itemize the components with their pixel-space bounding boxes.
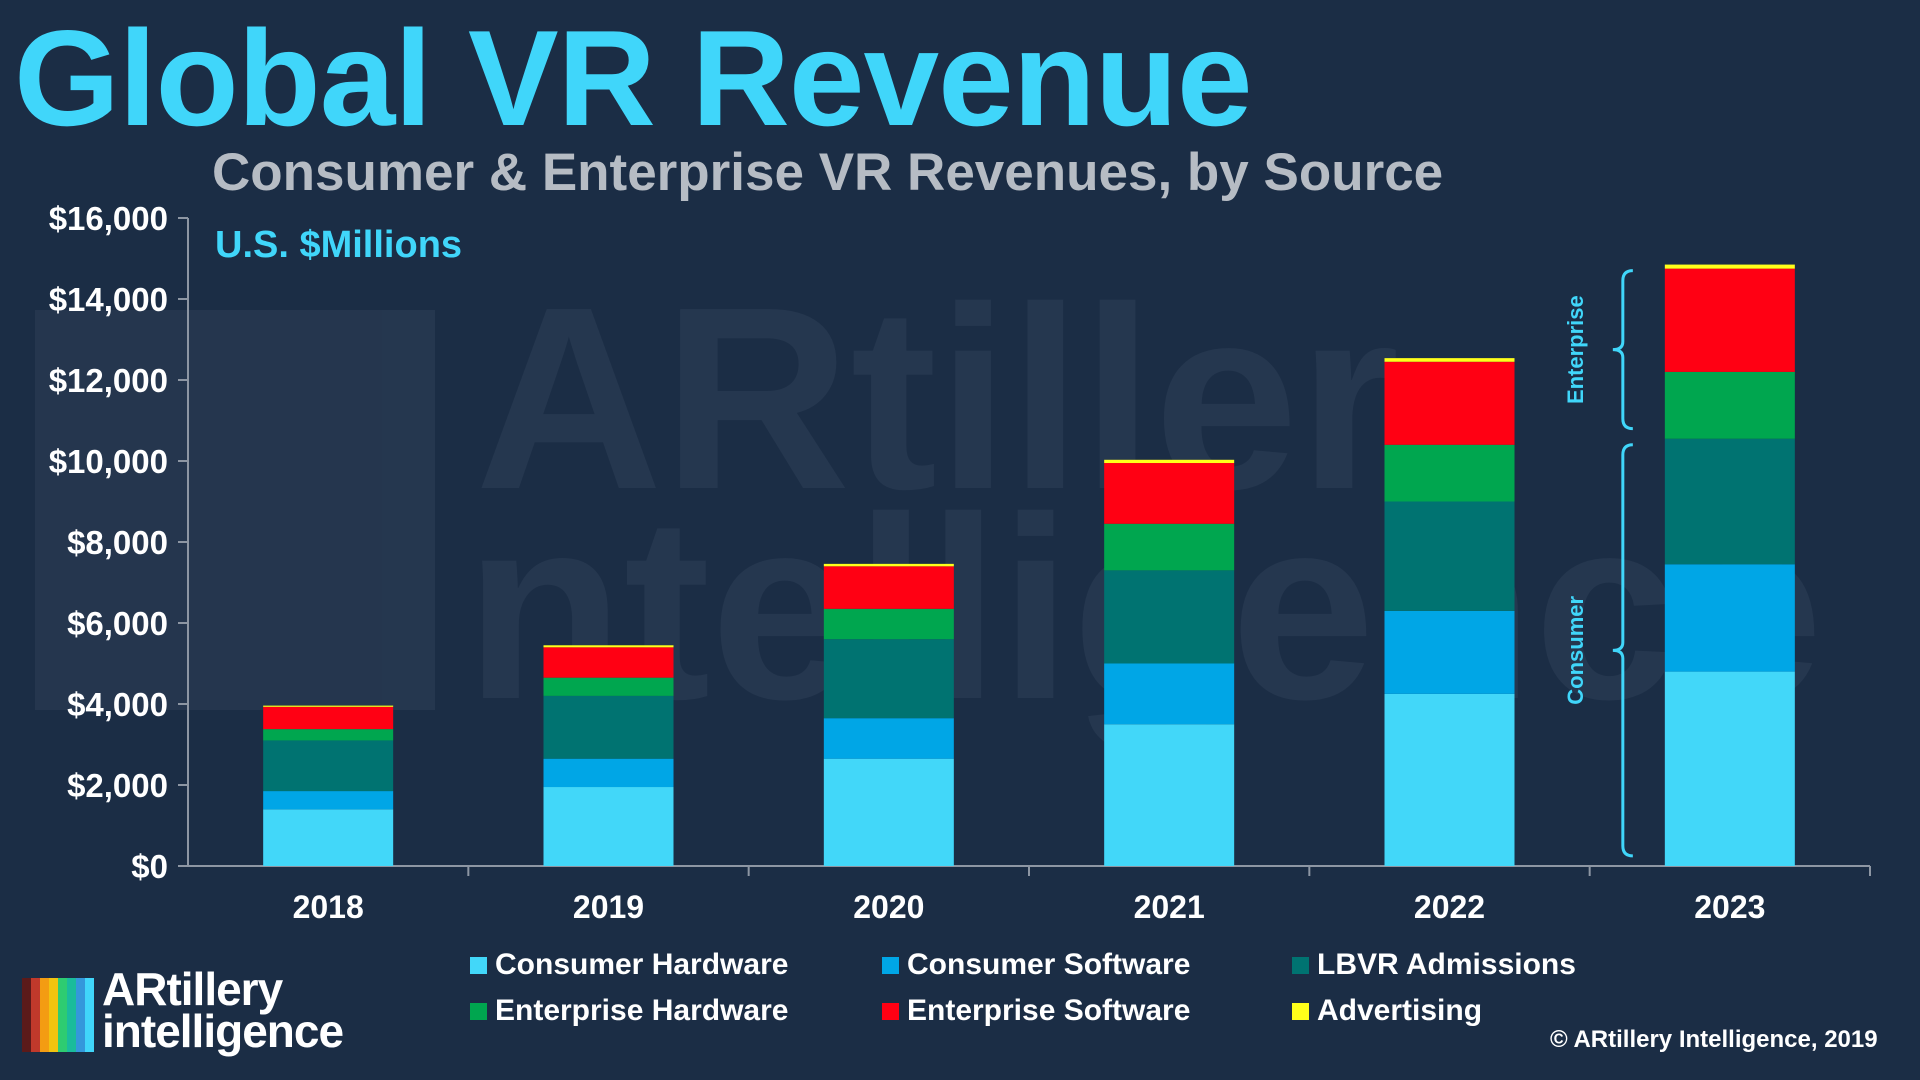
bar-segment — [1104, 570, 1235, 664]
logo-stripe — [22, 978, 31, 1052]
logo-line-2: intelligence — [102, 1005, 344, 1057]
bar-segment — [823, 566, 954, 609]
legend-item: Enterprise Hardware — [470, 994, 788, 1028]
units-label: U.S. $Millions — [215, 224, 463, 266]
logo-text: ARtillery intelligence — [102, 963, 422, 1057]
bar-segment — [1384, 361, 1515, 445]
bar-segment — [1664, 671, 1795, 866]
bar-segment — [1664, 564, 1795, 672]
y-tick-label: $12,000 — [49, 362, 168, 399]
bar-segment — [823, 639, 954, 719]
bar-segment — [1384, 693, 1515, 866]
logo-stripe — [31, 978, 40, 1052]
bar-segment — [1104, 523, 1235, 571]
legend-label: Enterprise Hardware — [495, 994, 789, 1027]
x-tick-label: 2018 — [293, 889, 364, 925]
y-tick-label: $4,000 — [67, 686, 168, 723]
annotation-bracket — [1612, 269, 1633, 431]
logo-stripe — [58, 978, 67, 1052]
y-tick-label: $16,000 — [49, 200, 168, 237]
bar-segment — [1664, 438, 1795, 565]
bar-segment — [543, 677, 674, 696]
legend-item: Enterprise Software — [882, 994, 1190, 1028]
copyright: © ARtillery Intelligence, 2019 — [1550, 1026, 1878, 1053]
legend-label: Advertising — [1317, 994, 1483, 1027]
legend-swatch — [1292, 956, 1309, 974]
bar-segment — [263, 809, 394, 866]
bar-segment — [543, 695, 674, 759]
bar-segment — [1384, 501, 1515, 611]
bar-segment — [1104, 463, 1235, 524]
y-tick-label: $2,000 — [67, 767, 168, 804]
legend-item: Consumer Hardware — [470, 948, 788, 982]
annotation-label: Enterprise — [1563, 295, 1588, 404]
y-tick-label: $8,000 — [67, 524, 168, 561]
legend-swatch — [882, 1002, 899, 1020]
legend-label: Enterprise Software — [907, 994, 1191, 1027]
bar-segment — [263, 729, 394, 741]
y-tick-label: $10,000 — [49, 443, 168, 480]
bar-segment — [543, 647, 674, 678]
bar-segment — [1104, 459, 1235, 464]
bar-segment — [1104, 724, 1235, 866]
y-tick-label: $6,000 — [67, 605, 168, 642]
chart-title: Global VR Revenue — [14, 2, 1253, 154]
bar-segment — [823, 608, 954, 640]
logo-stripe — [49, 978, 58, 1052]
bar-segment — [543, 645, 674, 648]
legend-swatch — [882, 956, 899, 974]
bar-segment — [263, 705, 394, 707]
bar-segment — [1384, 444, 1515, 502]
x-tick-label: 2020 — [853, 889, 924, 925]
x-tick-label: 2023 — [1694, 889, 1765, 925]
y-tick-label: $14,000 — [49, 281, 168, 318]
logo-stripe — [76, 978, 85, 1052]
annotation-label: Consumer — [1563, 596, 1588, 705]
legend: Consumer Hardware Consumer Software LBVR A… — [470, 948, 1630, 1048]
legend-swatch — [470, 1002, 487, 1020]
legend-item: Advertising — [1292, 994, 1482, 1028]
x-tick-label: 2022 — [1414, 889, 1485, 925]
logo-stripes — [22, 978, 94, 1052]
legend-item: LBVR Admissions — [1292, 948, 1576, 982]
bar-segment — [823, 758, 954, 866]
bar-segment — [1384, 358, 1515, 362]
annotation-bracket — [1612, 443, 1633, 858]
legend-item: Consumer Software — [882, 948, 1190, 982]
logo-stripe — [85, 978, 94, 1052]
logo-line-1: ARtillery — [102, 963, 283, 1015]
logo-stripe — [67, 978, 76, 1052]
legend-label: Consumer Hardware — [495, 948, 789, 981]
bar-segment — [543, 758, 674, 788]
legend-swatch — [1292, 1002, 1309, 1020]
bar-segment — [1664, 371, 1795, 439]
bar-segment — [543, 787, 674, 866]
legend-label: Consumer Software — [907, 948, 1191, 981]
x-tick-label: 2021 — [1134, 889, 1205, 925]
bar-segment — [263, 791, 394, 810]
bar-segment — [823, 718, 954, 759]
x-tick-label: 2019 — [573, 889, 644, 925]
bar-segment — [823, 563, 954, 567]
bar-segment — [1384, 610, 1515, 694]
bar-segment — [263, 706, 394, 730]
chart-subtitle: Consumer & Enterprise VR Revenues, by So… — [212, 143, 1444, 202]
bar-segment — [263, 740, 394, 792]
y-tick-label: $0 — [131, 848, 168, 885]
bar-segment — [1664, 264, 1795, 269]
bar-segment — [1664, 268, 1795, 372]
legend-label: LBVR Admissions — [1317, 948, 1576, 981]
legend-swatch — [470, 956, 487, 974]
logo-stripe — [40, 978, 49, 1052]
bar-segment — [1104, 663, 1235, 725]
